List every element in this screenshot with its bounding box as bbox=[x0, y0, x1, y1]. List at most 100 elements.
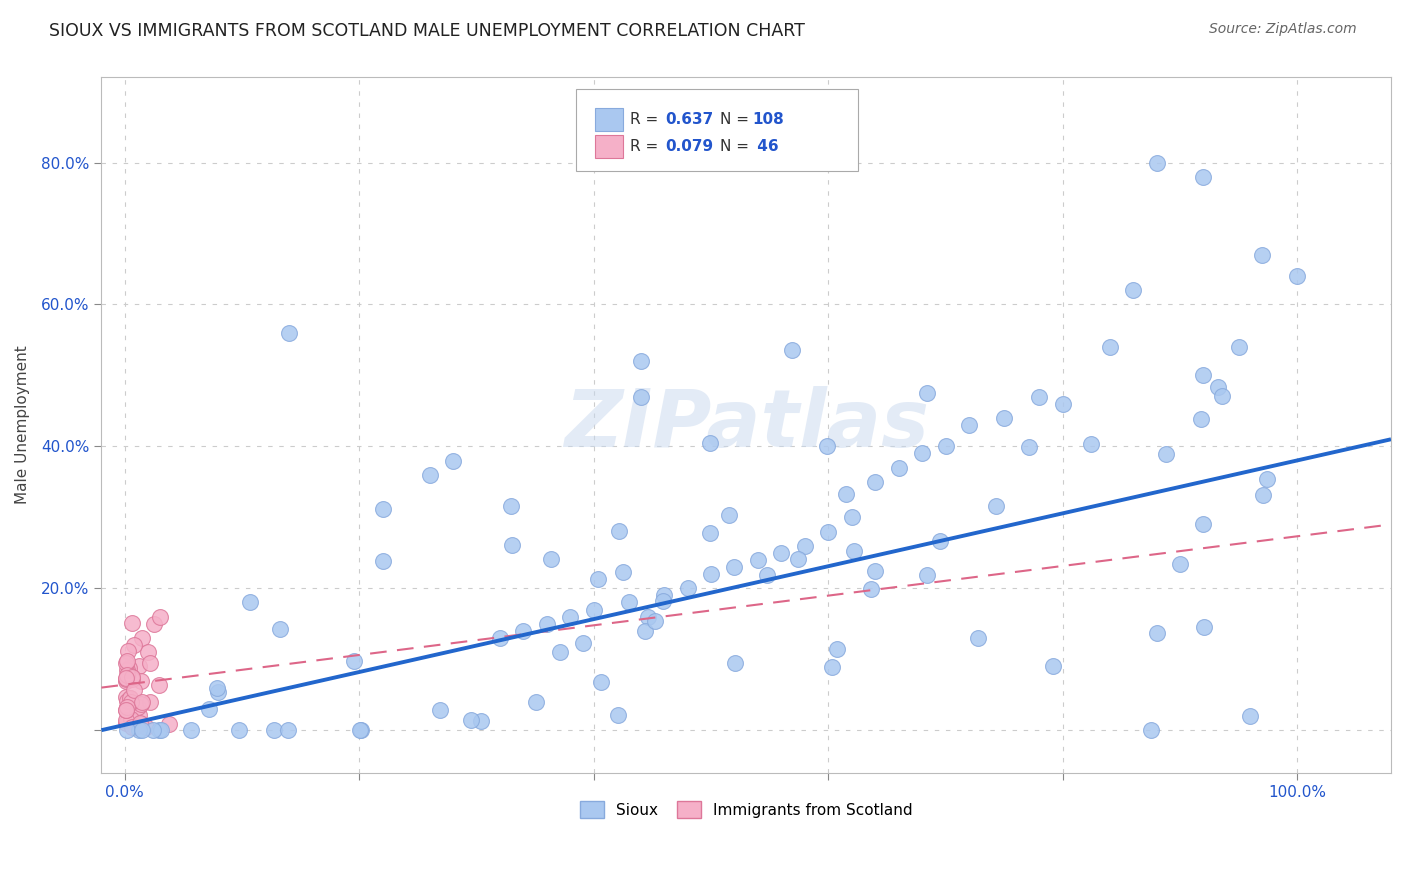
Point bbox=[1042, 658, 1064, 673]
Point bbox=[115, 672, 138, 686]
Point bbox=[180, 723, 202, 738]
Point bbox=[817, 524, 839, 539]
Point bbox=[606, 707, 628, 722]
Point bbox=[863, 564, 886, 578]
Point bbox=[115, 715, 138, 730]
Point bbox=[489, 631, 512, 645]
Point bbox=[986, 499, 1008, 513]
Point bbox=[929, 534, 952, 549]
Point bbox=[115, 673, 138, 688]
Point bbox=[917, 386, 939, 401]
Point bbox=[1028, 390, 1050, 404]
Point bbox=[228, 723, 250, 738]
Point bbox=[1080, 437, 1102, 451]
Point bbox=[128, 659, 150, 673]
Text: R =: R = bbox=[630, 112, 664, 127]
Point bbox=[120, 712, 142, 726]
Point bbox=[148, 678, 170, 692]
Point bbox=[115, 690, 138, 705]
Point bbox=[827, 642, 849, 657]
Point bbox=[278, 326, 301, 340]
Point bbox=[957, 418, 980, 433]
Point bbox=[121, 670, 143, 684]
Point bbox=[1286, 269, 1309, 284]
Point bbox=[1211, 389, 1233, 403]
Point bbox=[1239, 709, 1261, 723]
Point bbox=[371, 554, 394, 568]
Point bbox=[700, 567, 723, 582]
Point bbox=[373, 502, 395, 516]
Point bbox=[118, 661, 141, 675]
Point bbox=[470, 714, 492, 729]
Point bbox=[143, 616, 166, 631]
Point bbox=[118, 690, 141, 705]
Point bbox=[148, 723, 170, 738]
Point bbox=[586, 572, 609, 586]
Point bbox=[536, 616, 558, 631]
Point bbox=[699, 526, 721, 541]
Point bbox=[1189, 412, 1212, 426]
Point bbox=[860, 582, 883, 597]
Point bbox=[128, 708, 150, 723]
Text: 46: 46 bbox=[752, 139, 779, 153]
Point bbox=[793, 539, 815, 553]
Point bbox=[755, 567, 778, 582]
Point bbox=[122, 638, 145, 652]
Point bbox=[127, 700, 149, 714]
Point bbox=[1122, 283, 1144, 297]
Point bbox=[121, 616, 143, 631]
Point bbox=[842, 543, 865, 558]
Point bbox=[441, 453, 464, 467]
Point bbox=[747, 553, 769, 567]
Point bbox=[120, 695, 142, 709]
Point bbox=[582, 602, 605, 616]
Point bbox=[115, 673, 138, 687]
Point bbox=[770, 546, 793, 560]
Point bbox=[1206, 379, 1229, 393]
Point bbox=[460, 713, 482, 727]
Point bbox=[129, 673, 152, 688]
Point bbox=[560, 609, 582, 624]
Text: ZIPatlas: ZIPatlas bbox=[564, 386, 929, 464]
Point bbox=[821, 659, 844, 673]
Point bbox=[129, 717, 152, 731]
Point bbox=[617, 595, 640, 609]
Text: SIOUX VS IMMIGRANTS FROM SCOTLAND MALE UNEMPLOYMENT CORRELATION CHART: SIOUX VS IMMIGRANTS FROM SCOTLAND MALE U… bbox=[49, 22, 806, 40]
Point bbox=[1192, 368, 1215, 383]
Point bbox=[815, 439, 838, 453]
Point bbox=[718, 508, 741, 523]
Point bbox=[115, 668, 138, 682]
Point bbox=[786, 552, 808, 566]
Point bbox=[630, 354, 652, 368]
Point bbox=[118, 691, 141, 706]
Point bbox=[1168, 557, 1191, 571]
Point bbox=[115, 723, 138, 738]
Point bbox=[115, 656, 138, 670]
Point bbox=[124, 683, 146, 698]
Point bbox=[934, 439, 956, 453]
Point bbox=[1052, 397, 1074, 411]
Point bbox=[128, 723, 150, 738]
Point bbox=[1146, 155, 1168, 169]
Point bbox=[277, 723, 299, 738]
Point bbox=[135, 720, 157, 734]
Point bbox=[630, 390, 652, 404]
Point bbox=[115, 654, 138, 668]
Point bbox=[841, 510, 863, 524]
Point bbox=[350, 723, 373, 738]
Point bbox=[652, 594, 675, 608]
Point bbox=[115, 703, 138, 717]
Point bbox=[724, 656, 747, 670]
Point bbox=[117, 644, 139, 658]
Point bbox=[115, 694, 138, 708]
Point bbox=[138, 656, 160, 670]
Point bbox=[540, 552, 562, 566]
Text: N =: N = bbox=[720, 112, 754, 127]
Point bbox=[1098, 340, 1121, 354]
Point bbox=[1146, 626, 1168, 640]
Point bbox=[131, 723, 153, 738]
Point bbox=[429, 703, 451, 717]
Point bbox=[205, 681, 228, 696]
Point bbox=[121, 672, 143, 686]
Point bbox=[136, 645, 159, 659]
